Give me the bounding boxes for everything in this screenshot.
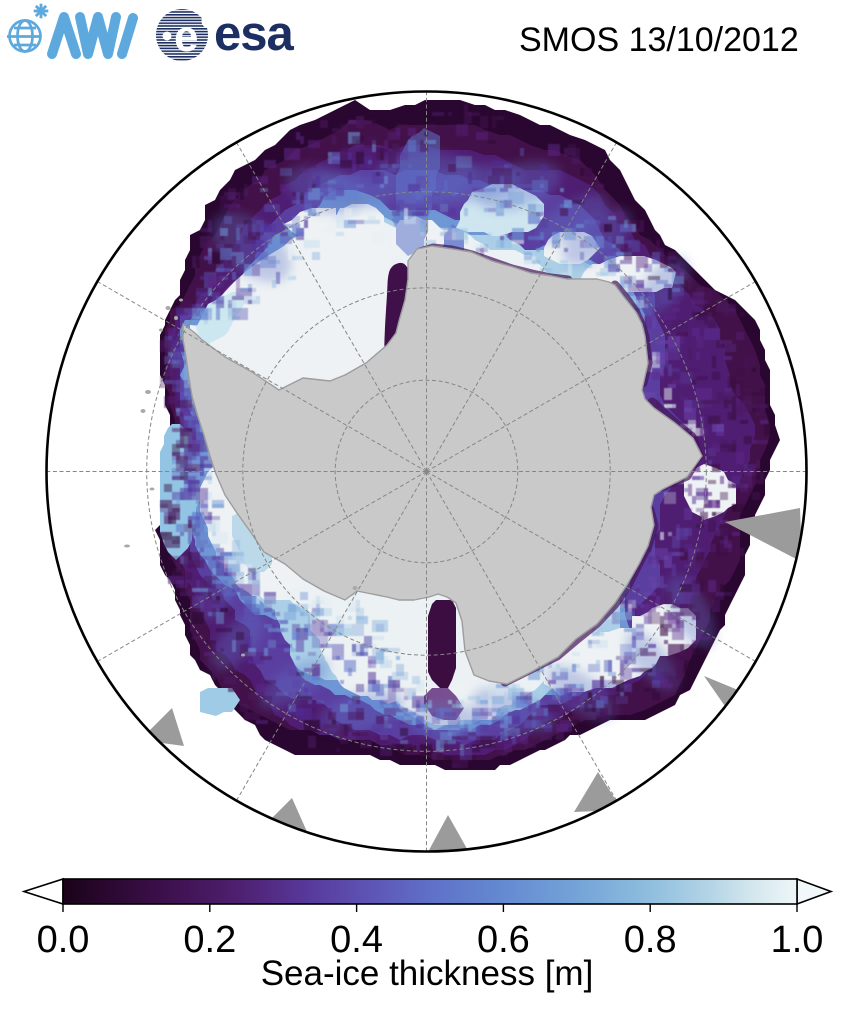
svg-text:0.8: 0.8 bbox=[624, 919, 677, 961]
svg-text:0.4: 0.4 bbox=[330, 919, 383, 961]
svg-text:0.6: 0.6 bbox=[477, 919, 530, 961]
svg-text:esa: esa bbox=[214, 7, 295, 61]
svg-text:e: e bbox=[174, 12, 198, 61]
svg-text:0.2: 0.2 bbox=[183, 919, 236, 961]
svg-text:SMOS 13/10/2012: SMOS 13/10/2012 bbox=[519, 21, 799, 59]
svg-text:Sea-ice thickness [m]: Sea-ice thickness [m] bbox=[261, 954, 594, 993]
svg-text:1.0: 1.0 bbox=[771, 919, 824, 961]
svg-text:0.0: 0.0 bbox=[37, 919, 90, 961]
